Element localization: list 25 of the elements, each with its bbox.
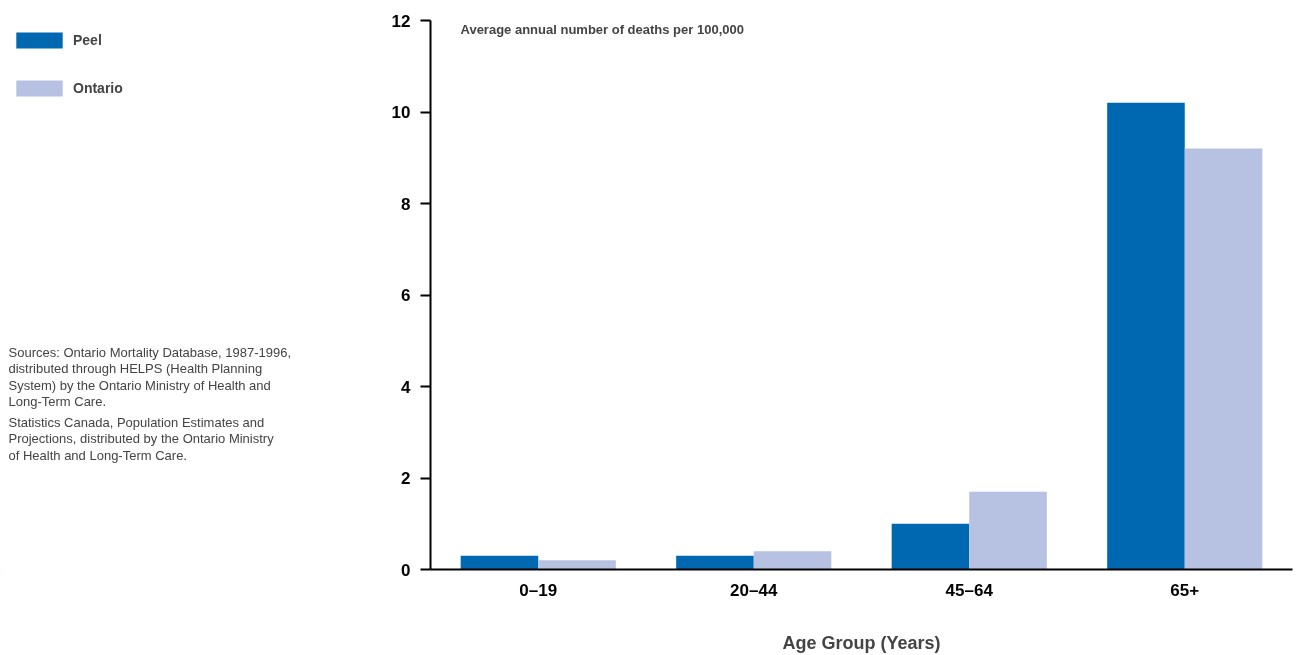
y-tick-label: 0	[401, 560, 411, 580]
source-note: Sources: Ontario Mortality Database, 1987-1996, distributed through HELPS (Health Planning System) by the Ontario Ministry of Health and Long-Term Care.	[8, 344, 292, 409]
x-tick-label: 45–64	[945, 580, 994, 600]
y-axis-title: Average annual number of deaths per 100,000	[460, 22, 744, 37]
y-tick-label: 2	[401, 469, 411, 488]
bar	[676, 555, 754, 570]
x-tick-label: 65+	[1170, 580, 1200, 600]
legend-label: Ontario	[73, 80, 123, 96]
bar	[969, 491, 1047, 570]
bar	[538, 560, 616, 570]
y-tick-label: 8	[401, 194, 411, 214]
x-tick-label: 0–19	[519, 580, 558, 600]
x-axis-title: Age Group (Years)	[782, 632, 941, 653]
bar	[891, 523, 970, 570]
y-tick-label: 4	[401, 377, 412, 397]
y-tick-label: 6	[401, 286, 411, 305]
y-tick-label: 12	[391, 11, 411, 31]
text: Statistics Canada, Population Estimates and Projections, distributed by the Ontario Ministry of Health and Long-Term Care.	[8, 414, 275, 463]
bar	[753, 551, 832, 570]
bar	[1107, 102, 1185, 570]
bar	[1184, 148, 1263, 570]
legend-label: Peel	[73, 32, 102, 48]
x-tick-label: 20–44	[730, 580, 778, 600]
bar	[460, 555, 539, 570]
y-tick-label: 10	[391, 103, 411, 122]
